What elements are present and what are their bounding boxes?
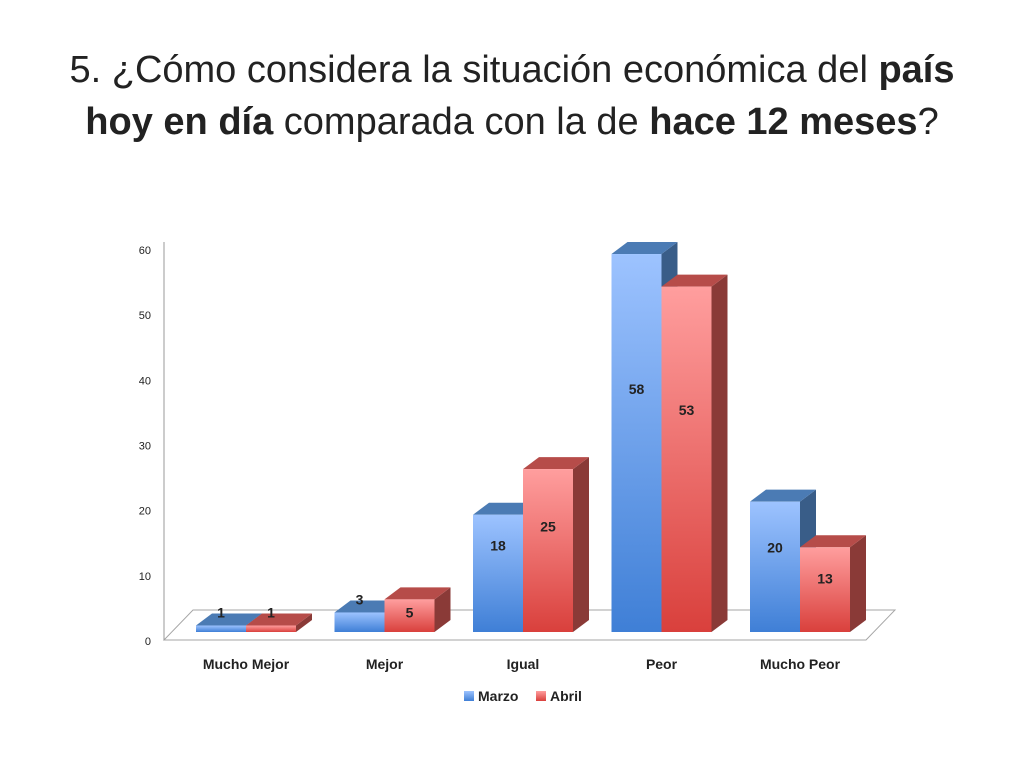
- bar-front-face: [800, 547, 850, 632]
- bar-side-face: [711, 274, 728, 632]
- bar-front-face: [246, 625, 296, 632]
- legend-label-abril: Abril: [550, 688, 582, 704]
- bar-top-face: [523, 457, 589, 470]
- bar-marzo: [750, 489, 816, 632]
- title-emphasis-country-today: país hoy en día: [85, 49, 955, 143]
- page-title: 5. ¿Cómo considera la situación económic…: [40, 44, 984, 148]
- data-label: 3: [356, 591, 364, 607]
- data-label: 20: [767, 540, 783, 556]
- legend-swatch-marzo: [464, 691, 474, 701]
- data-label: 5: [406, 604, 414, 620]
- y-tick-label: 50: [139, 310, 151, 322]
- bar-top-face: [661, 274, 728, 287]
- bar-side-face: [296, 613, 312, 632]
- title-text: 5. ¿Cómo considera la situación económic…: [69, 49, 879, 91]
- title-emphasis-12-months: hace 12 meses: [649, 101, 918, 143]
- x-tick-label: Mucho Mejor: [203, 656, 290, 672]
- data-label: 1: [217, 604, 225, 620]
- bar-abril: [523, 457, 589, 632]
- bar-side-face: [850, 535, 866, 632]
- x-tick-label: Igual: [507, 656, 540, 672]
- bar-front-face: [523, 469, 573, 632]
- bar-front-face: [750, 501, 800, 632]
- bar-side-face: [573, 457, 589, 632]
- legend-swatch-abril: [536, 691, 546, 701]
- bar-top-face: [800, 535, 866, 548]
- bar-front-face: [611, 254, 662, 633]
- y-tick-label: 30: [139, 441, 151, 453]
- bar-front-face: [473, 514, 523, 632]
- title-question-mark: ?: [917, 101, 939, 143]
- bar-top-face: [384, 587, 451, 600]
- title-text-middle: comparada con la de: [273, 101, 650, 143]
- bar-side-face: [434, 587, 451, 632]
- legend: Marzo Abril: [464, 688, 582, 704]
- data-label: 25: [540, 519, 556, 535]
- bar-top-face: [246, 613, 312, 626]
- x-tick-label: Mucho Peor: [760, 656, 841, 672]
- legend-label-marzo: Marzo: [478, 688, 518, 704]
- data-label: 58: [629, 381, 645, 397]
- x-tick-label: Mejor: [366, 656, 404, 672]
- bar-abril: [246, 613, 312, 632]
- bar-front-face: [661, 286, 712, 632]
- bar-abril: [800, 535, 866, 632]
- labels-layer: 1 1 Mucho Mejor 3 5 Mejor 18 25 Igual 58 53 Peor 20 1…: [203, 381, 841, 672]
- bar-front-face: [384, 599, 435, 632]
- bar-top-face: [196, 613, 262, 626]
- y-tick-label: 40: [139, 375, 151, 387]
- y-tick-label: 60: [139, 245, 151, 257]
- value-axis: 0 10 20 30 40 50 60: [139, 242, 165, 648]
- bar-top-face: [750, 489, 816, 502]
- bar-top-face: [611, 242, 678, 255]
- y-tick-label: 10: [139, 571, 151, 583]
- data-label: 53: [679, 402, 695, 418]
- bar-front-face: [334, 612, 385, 632]
- data-label: 18: [490, 538, 506, 554]
- x-tick-label: Peor: [646, 656, 678, 672]
- y-tick-label: 20: [139, 506, 151, 518]
- bars-layer: [196, 242, 866, 633]
- data-label: 1: [267, 604, 275, 620]
- data-label: 13: [817, 570, 833, 586]
- bar-front-face: [196, 625, 246, 632]
- bar-top-face: [334, 600, 401, 613]
- bar-top-face: [473, 502, 539, 515]
- bar-abril: [384, 587, 451, 632]
- bar-abril: [661, 274, 728, 632]
- y-tick-label: 0: [145, 636, 151, 648]
